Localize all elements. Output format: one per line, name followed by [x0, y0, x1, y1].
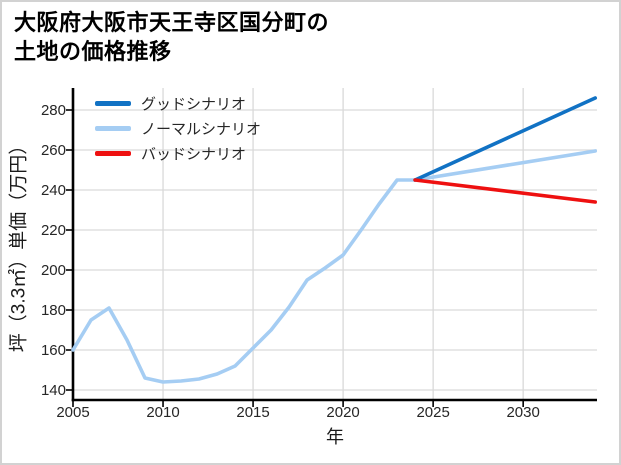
legend-label-bad-scenario: バッドシナリオ — [141, 146, 247, 163]
x-axis-label: 年 — [326, 427, 344, 447]
x-tick-label: 2010 — [146, 404, 180, 421]
legend-label-normal-scenario: ノーマルシナリオ — [141, 121, 262, 138]
legend-line-good-scenario-icon — [95, 101, 131, 106]
x-tick-label: 2015 — [236, 404, 270, 421]
y-tick-label: 160 — [40, 341, 66, 359]
legend-item-good-scenario: グッドシナリオ — [95, 91, 261, 116]
chart-title: 大阪府大阪市天王寺区国分町の 土地の価格推移 — [14, 8, 329, 66]
legend-item-bad-scenario: バッドシナリオ — [95, 141, 261, 166]
y-tick-label: 280 — [40, 101, 66, 119]
legend-item-normal-scenario: ノーマルシナリオ — [95, 116, 261, 141]
chart-title-line1: 大阪府大阪市天王寺区国分町の — [14, 10, 330, 35]
legend-label-good-scenario: グッドシナリオ — [141, 96, 247, 113]
y-tick-label: 220 — [40, 221, 66, 239]
y-tick-label: 140 — [40, 381, 66, 399]
y-tick-label: 240 — [40, 181, 66, 199]
series-line-バッドシナリオ — [413, 178, 598, 204]
y-tick-label: 180 — [40, 301, 66, 319]
x-tick-label: 2030 — [506, 404, 540, 421]
legend-line-normal-scenario-icon — [95, 126, 131, 131]
y-tick-label: 200 — [40, 261, 66, 279]
chart-legend: グッドシナリオ ノーマルシナリオ バッドシナリオ — [95, 91, 261, 166]
legend-line-bad-scenario-icon — [95, 151, 131, 156]
y-tick-label: 260 — [40, 141, 66, 159]
series-line-グッドシナリオ — [413, 96, 598, 182]
x-tick-label: 2005 — [56, 404, 90, 421]
price-trend-chart — [66, 88, 598, 407]
plot-area — [66, 88, 598, 407]
y-axis-label: 坪（3.3㎡）単価（万円） — [8, 135, 30, 353]
chart-title-line2: 土地の価格推移 — [14, 39, 172, 64]
x-tick-label: 2025 — [416, 404, 450, 421]
x-tick-label: 2020 — [326, 404, 360, 421]
series-line-ノーマルシナリオ — [71, 149, 598, 384]
